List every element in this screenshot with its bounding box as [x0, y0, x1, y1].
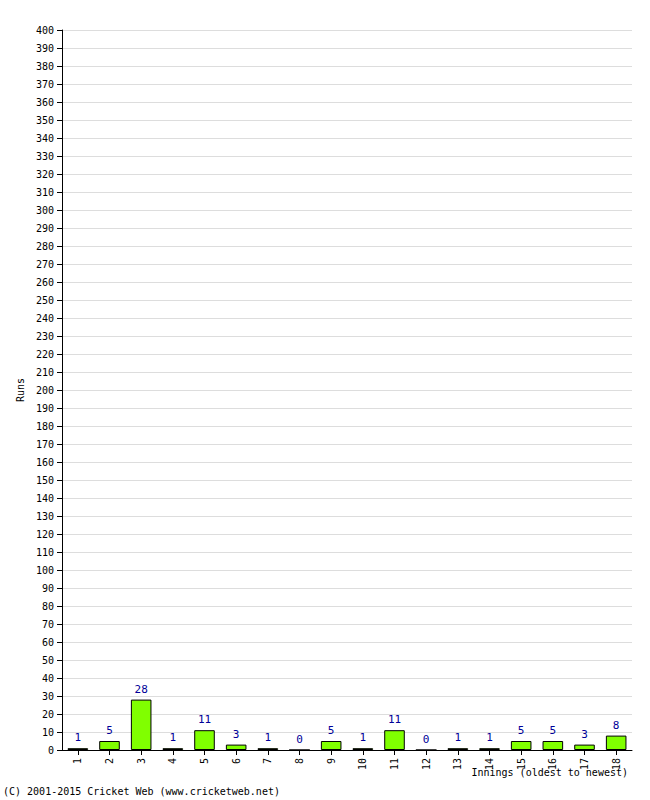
svg-text:3: 3: [136, 758, 147, 764]
svg-text:1: 1: [486, 731, 493, 744]
svg-text:6: 6: [231, 758, 242, 764]
svg-text:350: 350: [36, 115, 54, 126]
svg-text:130: 130: [36, 511, 54, 522]
svg-text:270: 270: [36, 259, 54, 270]
svg-text:330: 330: [36, 151, 54, 162]
svg-text:12: 12: [421, 758, 432, 770]
svg-text:Runs: Runs: [15, 378, 26, 402]
svg-text:60: 60: [42, 637, 54, 648]
svg-text:150: 150: [36, 475, 54, 486]
svg-text:120: 120: [36, 529, 54, 540]
svg-text:16: 16: [547, 758, 558, 770]
svg-text:210: 210: [36, 367, 54, 378]
svg-text:1: 1: [455, 731, 462, 744]
svg-text:250: 250: [36, 295, 54, 306]
svg-text:11: 11: [198, 713, 211, 726]
svg-text:20: 20: [42, 709, 54, 720]
svg-text:11: 11: [388, 713, 401, 726]
svg-text:Innings (oldest to newest): Innings (oldest to newest): [471, 766, 628, 778]
svg-text:340: 340: [36, 133, 54, 144]
svg-text:5: 5: [328, 724, 335, 737]
svg-text:13: 13: [452, 758, 463, 770]
svg-text:160: 160: [36, 457, 54, 468]
svg-text:380: 380: [36, 61, 54, 72]
svg-text:15: 15: [516, 758, 527, 770]
svg-text:230: 230: [36, 331, 54, 342]
svg-text:280: 280: [36, 241, 54, 252]
svg-text:4: 4: [167, 758, 178, 764]
svg-text:100: 100: [36, 565, 54, 576]
svg-text:1: 1: [75, 731, 82, 744]
svg-text:1: 1: [360, 731, 367, 744]
svg-text:11: 11: [389, 758, 400, 770]
svg-text:1: 1: [72, 758, 83, 764]
svg-text:5: 5: [518, 724, 525, 737]
svg-text:290: 290: [36, 223, 54, 234]
svg-text:310: 310: [36, 187, 54, 198]
svg-text:260: 260: [36, 277, 54, 288]
svg-text:110: 110: [36, 547, 54, 558]
svg-text:14: 14: [484, 758, 495, 770]
svg-text:80: 80: [42, 601, 54, 612]
svg-text:1: 1: [265, 731, 272, 744]
svg-text:220: 220: [36, 349, 54, 360]
svg-text:17: 17: [579, 758, 590, 770]
svg-text:90: 90: [42, 583, 54, 594]
svg-text:10: 10: [357, 758, 368, 770]
svg-text:240: 240: [36, 313, 54, 324]
svg-text:0: 0: [296, 733, 303, 746]
svg-text:8: 8: [294, 758, 305, 764]
svg-text:300: 300: [36, 205, 54, 216]
svg-text:0: 0: [48, 745, 54, 756]
svg-text:5: 5: [550, 724, 557, 737]
svg-text:9: 9: [326, 758, 337, 764]
svg-text:400: 400: [36, 25, 54, 36]
svg-text:8: 8: [613, 719, 620, 732]
svg-text:3: 3: [233, 728, 240, 741]
svg-text:5: 5: [106, 724, 113, 737]
svg-text:390: 390: [36, 43, 54, 54]
svg-text:70: 70: [42, 619, 54, 630]
svg-text:30: 30: [42, 691, 54, 702]
svg-text:0: 0: [423, 733, 430, 746]
svg-text:3: 3: [581, 728, 588, 741]
svg-text:1: 1: [170, 731, 177, 744]
svg-text:190: 190: [36, 403, 54, 414]
svg-text:18: 18: [611, 758, 622, 770]
svg-text:10: 10: [42, 727, 54, 738]
svg-text:50: 50: [42, 655, 54, 666]
svg-text:140: 140: [36, 493, 54, 504]
svg-text:40: 40: [42, 673, 54, 684]
svg-text:200: 200: [36, 385, 54, 396]
svg-text:320: 320: [36, 169, 54, 180]
svg-text:180: 180: [36, 421, 54, 432]
svg-text:2: 2: [104, 758, 115, 764]
svg-text:7: 7: [262, 758, 273, 764]
svg-text:170: 170: [36, 439, 54, 450]
svg-text:(C) 2001-2015 Cricket Web (www: (C) 2001-2015 Cricket Web (www.cricketwe…: [3, 786, 280, 797]
svg-text:360: 360: [36, 97, 54, 108]
svg-text:370: 370: [36, 79, 54, 90]
svg-text:5: 5: [199, 758, 210, 764]
svg-text:28: 28: [135, 683, 148, 696]
